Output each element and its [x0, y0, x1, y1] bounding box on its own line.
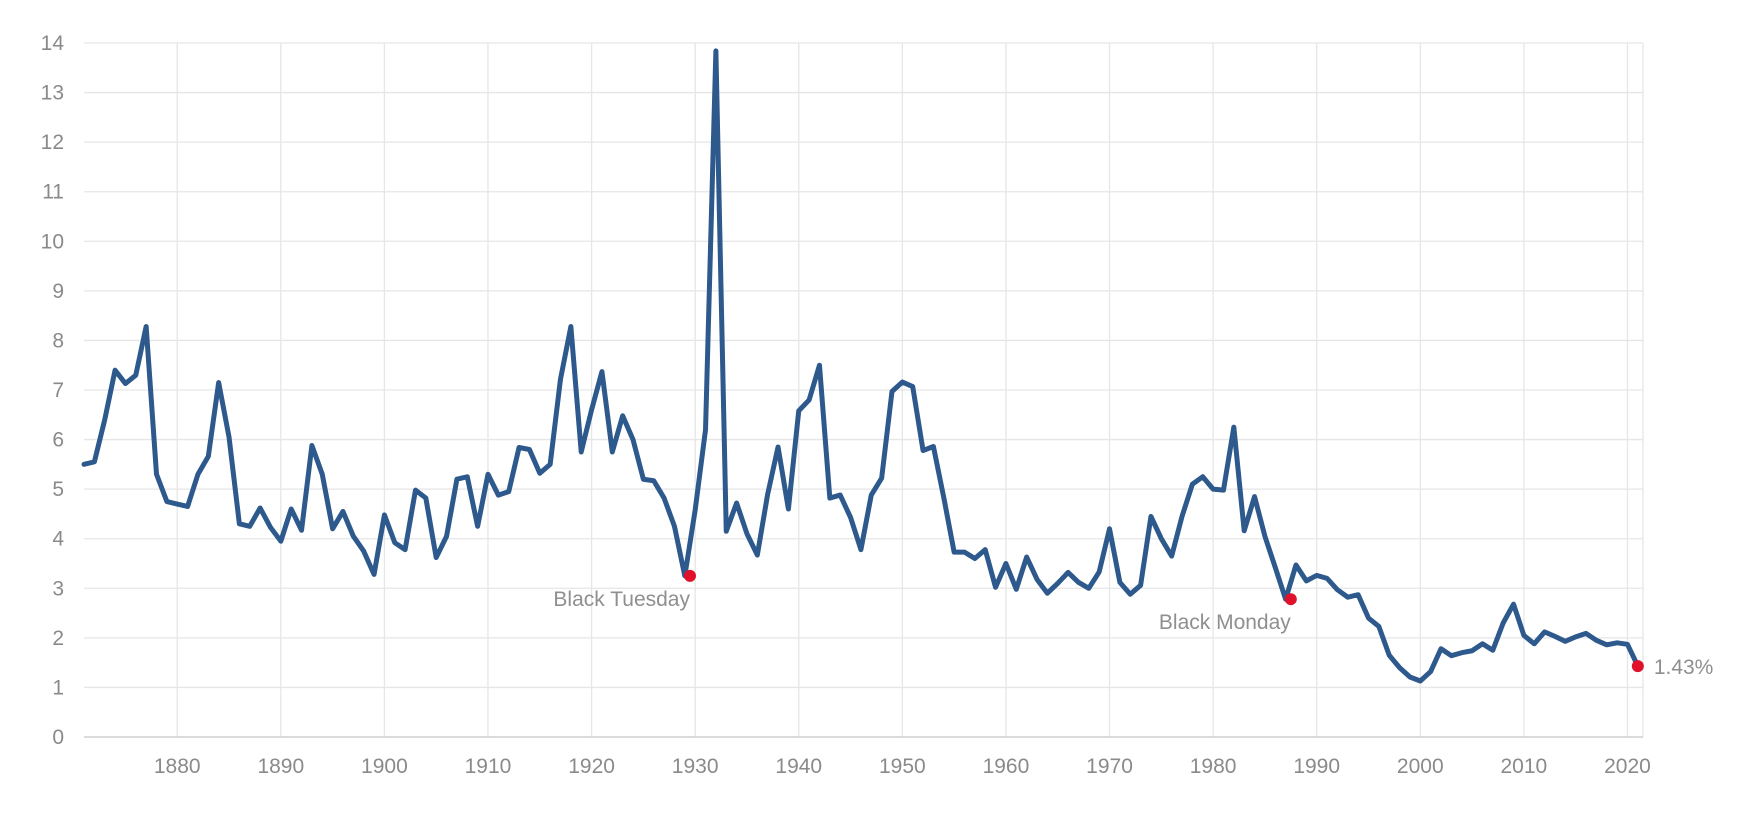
- y-tick-label: 3: [52, 577, 64, 600]
- x-tick-label: 2020: [1604, 755, 1651, 778]
- annotation-marker: [683, 569, 696, 582]
- x-tick-label: 1910: [465, 755, 512, 778]
- y-tick-label: 4: [52, 528, 64, 551]
- y-tick-label: 14: [41, 32, 65, 55]
- x-tick-label: 1960: [983, 755, 1030, 778]
- y-tick-label: 0: [52, 726, 64, 749]
- end-marker: [1631, 660, 1644, 673]
- x-tick-label: 1900: [361, 755, 408, 778]
- x-tick-label: 1940: [775, 755, 822, 778]
- x-tick-label: 2000: [1397, 755, 1444, 778]
- x-tick-label: 1990: [1293, 755, 1340, 778]
- x-tick-label: 1890: [257, 755, 304, 778]
- y-tick-label: 7: [52, 379, 64, 402]
- x-tick-label: 2010: [1501, 755, 1548, 778]
- x-tick-label: 1950: [879, 755, 926, 778]
- grid: [84, 42, 1644, 737]
- y-tick-label: 11: [42, 181, 64, 204]
- y-tick-label: 1: [52, 676, 64, 699]
- markers: Black Tuesday Black Monday 1.43%: [553, 569, 1714, 679]
- y-tick-label: 8: [52, 329, 64, 352]
- y-tick-label: 10: [41, 230, 64, 253]
- y-tick-label: 9: [52, 280, 64, 303]
- annotation-label: Black Tuesday: [553, 588, 690, 611]
- y-tick-label: 2: [52, 627, 64, 650]
- y-tick-label: 13: [41, 82, 64, 105]
- annotation-marker: [1284, 593, 1297, 606]
- series: [81, 48, 1641, 684]
- x-tick-label: 1920: [568, 755, 615, 778]
- x-tick-label: 1880: [154, 755, 201, 778]
- annotation-label: Black Monday: [1159, 611, 1291, 634]
- x-tick-label: 1970: [1086, 755, 1133, 778]
- end-value-label: 1.43%: [1654, 656, 1714, 679]
- y-tick-label: 5: [52, 478, 64, 501]
- y-tick-label: 6: [52, 429, 64, 452]
- x-tick-label: 1930: [672, 755, 719, 778]
- y-tick-label: 12: [41, 131, 64, 154]
- x-tick-label: 1980: [1190, 755, 1237, 778]
- series-line: [81, 48, 1641, 684]
